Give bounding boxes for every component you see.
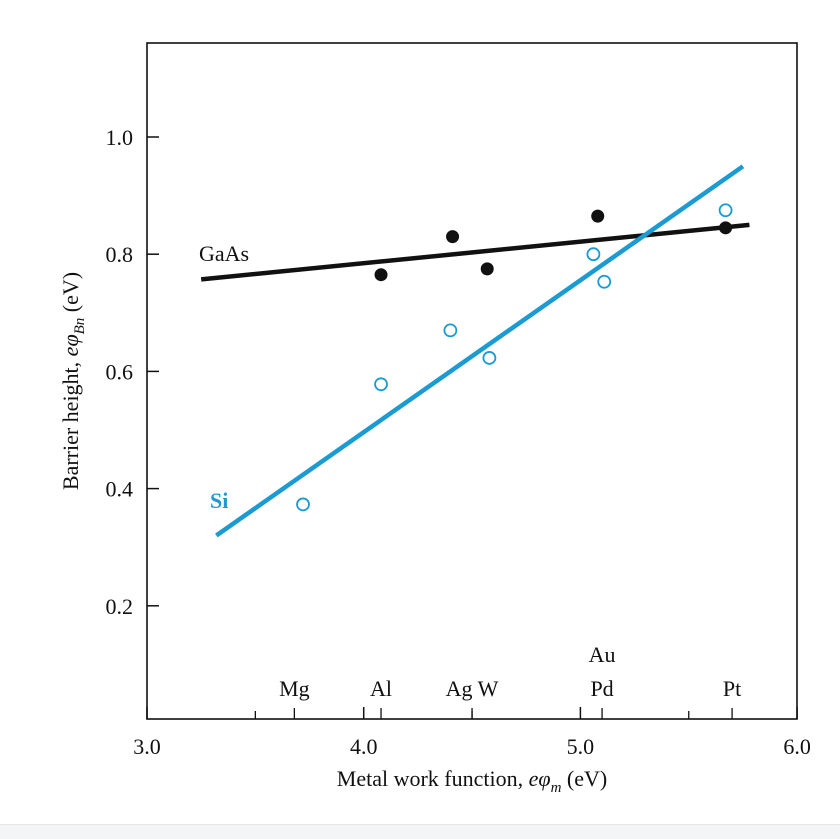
y-tick-label: 0.8 — [106, 242, 134, 267]
point-gaas — [591, 209, 605, 223]
y-tick-label: 0.4 — [106, 477, 134, 502]
y-axis-title: Barrier height, eφBn (eV) — [58, 272, 88, 490]
point-si — [597, 274, 612, 289]
x-tick-label: 3.0 — [133, 734, 161, 759]
metal-label: Pt — [723, 676, 741, 701]
axis-ticks — [146, 136, 798, 719]
metal-label: Au — [589, 642, 616, 667]
fit-line-si — [215, 164, 745, 538]
point-si — [482, 351, 497, 365]
plot-frame — [146, 42, 798, 720]
point-si — [718, 203, 733, 218]
y-tick-labels: 0.2 0.4 0.6 0.8 1.0 — [106, 125, 134, 619]
series-label-si: Si — [210, 488, 228, 513]
bottom-strip — [0, 824, 840, 839]
x-tick-label: 6.0 — [783, 734, 811, 759]
metal-labels: Mg Al Ag W Au Pd Pt — [279, 642, 741, 701]
x-tick-labels: 3.0 4.0 5.0 6.0 — [133, 734, 811, 759]
fit-line-gaas — [200, 222, 750, 282]
metal-label: Pd — [590, 676, 613, 701]
point-gaas — [480, 262, 494, 276]
x-tick-label: 4.0 — [350, 734, 378, 759]
x-tick-label: 5.0 — [567, 734, 595, 759]
metal-label: Ag W — [446, 676, 499, 701]
y-tick-label: 0.6 — [106, 359, 134, 384]
metal-label: Mg — [279, 676, 310, 701]
point-gaas — [446, 230, 460, 244]
fit-lines — [200, 164, 750, 538]
point-si — [443, 323, 458, 338]
metal-label: Al — [370, 676, 392, 701]
point-si — [296, 497, 310, 512]
x-axis-title: Metal work function, eφm (eV) — [337, 766, 607, 796]
point-si — [374, 377, 388, 392]
data-points — [296, 203, 733, 512]
point-gaas — [719, 221, 733, 235]
y-tick-label: 0.2 — [106, 594, 134, 619]
point-si — [586, 247, 601, 262]
series-label-gaas: GaAs — [199, 241, 249, 266]
point-gaas — [374, 268, 388, 282]
y-tick-label: 1.0 — [106, 125, 134, 150]
